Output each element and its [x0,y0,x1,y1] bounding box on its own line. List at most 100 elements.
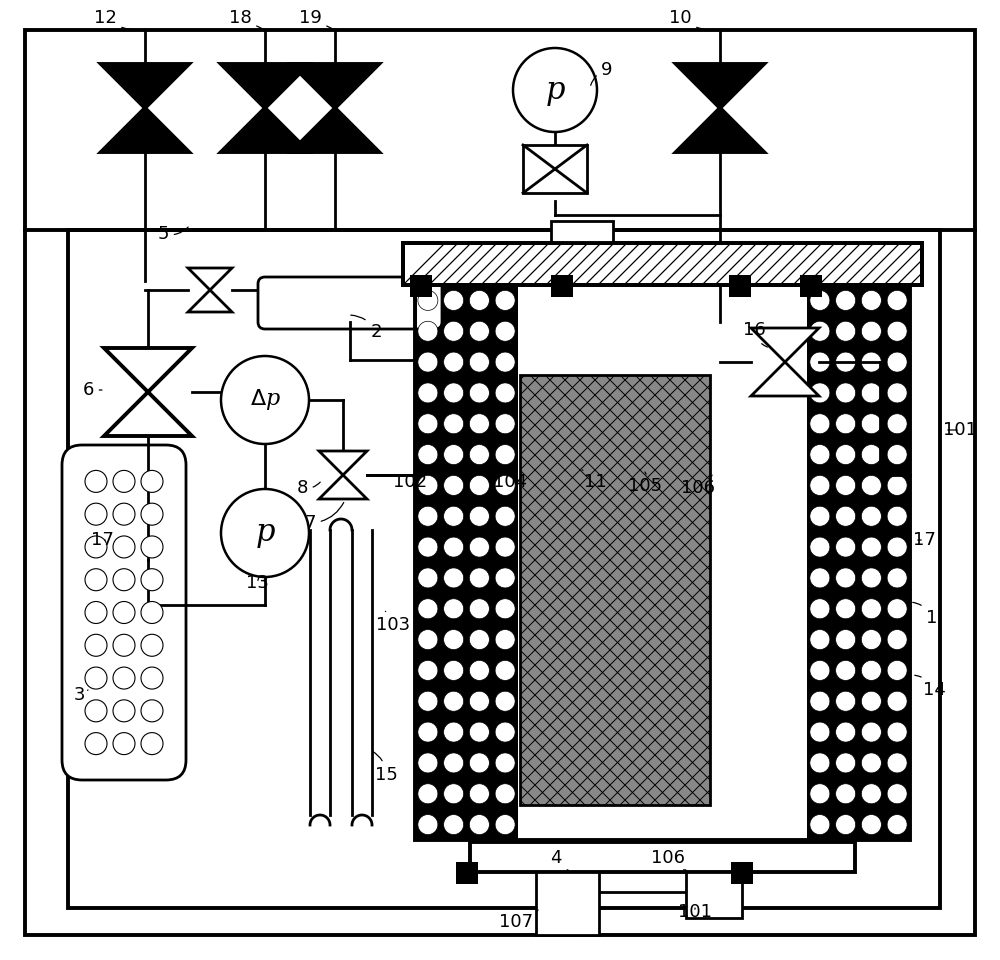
Circle shape [495,537,515,557]
Circle shape [887,291,907,310]
Circle shape [113,503,135,525]
Bar [456,862,478,884]
Circle shape [810,630,830,650]
Circle shape [113,470,135,492]
Circle shape [113,667,135,689]
Circle shape [469,568,489,588]
Circle shape [836,783,856,804]
Text: p: p [545,75,565,106]
Circle shape [469,722,489,742]
Circle shape [444,291,464,310]
Bar [470,842,855,872]
Polygon shape [188,268,232,290]
Circle shape [469,537,489,557]
Bar [403,243,922,285]
Circle shape [887,630,907,650]
Circle shape [113,602,135,623]
Circle shape [444,783,464,804]
Circle shape [810,475,830,495]
Circle shape [836,322,856,341]
Circle shape [418,815,438,834]
Circle shape [85,503,107,525]
Circle shape [444,753,464,773]
Text: 7: 7 [304,502,344,532]
Circle shape [887,783,907,804]
Circle shape [836,568,856,588]
Circle shape [810,722,830,742]
Circle shape [495,691,515,711]
Circle shape [887,568,907,588]
Circle shape [418,537,438,557]
Circle shape [495,599,515,619]
Circle shape [85,602,107,623]
Circle shape [85,470,107,492]
Circle shape [861,291,881,310]
Circle shape [810,352,830,372]
Polygon shape [188,290,232,312]
Polygon shape [676,108,764,152]
Circle shape [418,660,438,681]
Text: 5: 5 [157,225,188,243]
Circle shape [810,444,830,465]
Bar [536,872,599,935]
Circle shape [444,383,464,403]
Circle shape [495,383,515,403]
Circle shape [887,753,907,773]
Text: 12: 12 [94,9,142,31]
Bar [807,285,910,840]
Circle shape [810,322,830,341]
Circle shape [887,444,907,465]
Circle shape [887,691,907,711]
Circle shape [836,291,856,310]
Polygon shape [319,475,367,499]
Circle shape [836,815,856,834]
Circle shape [444,414,464,434]
Circle shape [836,691,856,711]
Text: 11: 11 [582,470,606,491]
Polygon shape [291,64,379,108]
Text: 101: 101 [943,421,977,439]
Circle shape [113,568,135,590]
Circle shape [495,783,515,804]
Circle shape [141,470,163,492]
Bar [523,145,587,193]
Circle shape [861,352,881,372]
Circle shape [444,537,464,557]
Circle shape [141,503,163,525]
Text: 4: 4 [550,849,568,870]
Circle shape [444,599,464,619]
Circle shape [495,815,515,834]
Text: 104: 104 [493,470,527,491]
Text: 17: 17 [913,531,935,549]
Polygon shape [104,348,192,392]
Text: 101: 101 [678,903,712,921]
Circle shape [469,599,489,619]
Text: 102: 102 [393,470,430,491]
Circle shape [810,291,830,310]
Circle shape [418,475,438,495]
Text: 10: 10 [669,9,717,31]
Bar [410,275,432,297]
Circle shape [418,506,438,526]
Circle shape [85,568,107,590]
Text: 8: 8 [296,479,320,497]
Circle shape [861,537,881,557]
Circle shape [418,599,438,619]
Bar [731,862,753,884]
Bar [551,221,613,243]
Bar [403,243,922,285]
Circle shape [887,815,907,834]
Circle shape [861,475,881,495]
Circle shape [85,732,107,755]
Bar [686,872,742,918]
Circle shape [469,691,489,711]
Text: 13: 13 [246,574,268,592]
Circle shape [810,568,830,588]
Circle shape [418,753,438,773]
Circle shape [113,635,135,657]
Circle shape [861,630,881,650]
Circle shape [836,383,856,403]
Circle shape [836,599,856,619]
Bar [729,275,751,297]
Circle shape [141,700,163,722]
